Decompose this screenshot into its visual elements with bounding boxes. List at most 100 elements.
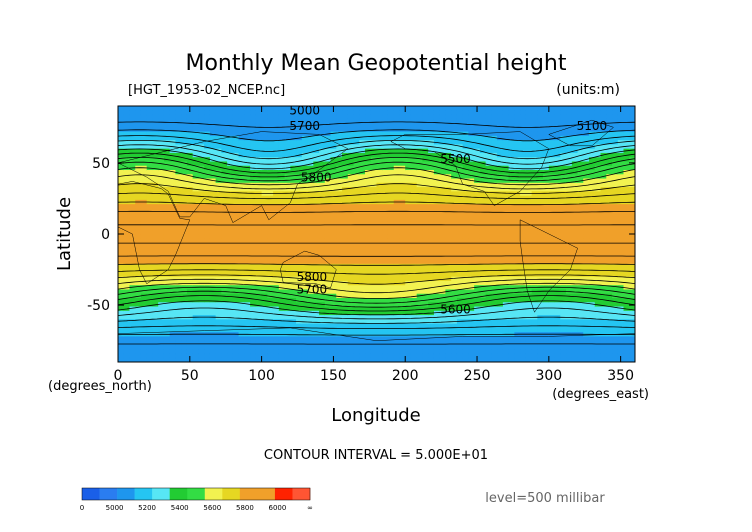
field-cell	[342, 140, 349, 145]
field-cell	[468, 135, 475, 141]
field-cell	[560, 110, 567, 116]
field-cell	[571, 221, 579, 227]
field-cell	[560, 135, 567, 141]
field-cell	[393, 315, 401, 320]
field-cell	[497, 285, 504, 291]
field-cell	[319, 118, 326, 124]
field-cell	[192, 259, 200, 265]
field-cell	[479, 234, 487, 239]
field-cell	[508, 135, 515, 141]
field-cell	[255, 110, 263, 116]
field-cell	[273, 157, 280, 163]
field-cell	[548, 263, 556, 269]
field-cell	[410, 152, 418, 158]
field-cell	[135, 191, 142, 197]
field-cell	[370, 229, 378, 235]
field-cell	[382, 251, 389, 256]
field-cell	[342, 357, 349, 362]
field-cell	[410, 123, 418, 128]
field-cell	[433, 148, 441, 154]
field-cell	[554, 263, 561, 269]
field-cell	[554, 216, 561, 222]
field-cell	[508, 306, 515, 312]
field-cell	[244, 118, 251, 124]
field-cell	[152, 131, 159, 137]
field-cell	[491, 255, 498, 261]
field-cell	[376, 170, 383, 175]
field-cell	[571, 131, 579, 137]
field-cell	[491, 280, 498, 286]
field-cell	[313, 344, 320, 350]
field-cell	[261, 306, 268, 312]
field-cell	[393, 148, 401, 154]
field-cell	[278, 357, 286, 362]
field-cell	[140, 272, 148, 278]
field-cell	[405, 123, 412, 128]
field-cell	[571, 106, 579, 111]
field-cell	[255, 157, 263, 163]
field-cell	[491, 199, 498, 205]
field-cell	[462, 140, 470, 145]
field-cell	[267, 106, 274, 111]
field-cell	[439, 229, 447, 235]
field-cell	[393, 302, 401, 308]
field-cell	[531, 212, 538, 218]
field-cell	[514, 357, 521, 362]
field-cell	[577, 127, 584, 133]
field-cell	[456, 135, 464, 141]
field-cell	[514, 289, 521, 295]
field-cell	[278, 344, 286, 350]
field-cell	[370, 298, 378, 303]
field-cell	[520, 298, 527, 303]
field-cell	[416, 123, 424, 128]
field-cell	[393, 340, 401, 346]
field-cell	[244, 157, 251, 163]
field-cell	[353, 118, 360, 124]
field-cell	[307, 174, 314, 180]
field-cell	[422, 216, 429, 222]
field-cell	[284, 208, 291, 214]
field-cell	[347, 131, 355, 137]
field-cell	[508, 315, 515, 320]
field-cell	[393, 349, 401, 355]
field-cell	[261, 289, 268, 295]
field-cell	[123, 123, 131, 128]
field-cell	[399, 246, 406, 252]
field-cell	[479, 140, 487, 145]
field-cell	[232, 306, 240, 312]
field-cell	[410, 357, 418, 362]
field-cell	[376, 187, 383, 192]
field-cell	[118, 131, 125, 137]
field-cell	[405, 204, 412, 209]
field-cell	[330, 234, 337, 239]
field-cell	[422, 148, 429, 154]
field-cell	[508, 140, 515, 145]
field-cell	[244, 272, 251, 278]
field-cell	[169, 152, 177, 158]
field-cell	[301, 106, 309, 111]
field-cell	[479, 229, 487, 235]
field-cell	[313, 208, 320, 214]
field-cell	[502, 344, 510, 350]
field-cell	[146, 221, 154, 227]
field-cell	[497, 127, 504, 133]
field-cell	[439, 157, 447, 163]
field-cell	[548, 242, 556, 248]
field-cell	[238, 208, 245, 214]
field-cell	[456, 144, 464, 150]
field-cell	[313, 310, 320, 316]
field-cell	[456, 148, 464, 154]
field-cell	[583, 242, 590, 248]
field-cell	[399, 327, 406, 333]
field-cell	[571, 319, 579, 325]
field-cell	[152, 152, 159, 158]
field-cell	[296, 140, 303, 145]
field-cell	[514, 182, 521, 188]
field-cell	[543, 157, 550, 163]
field-cell	[439, 110, 447, 116]
field-cell	[353, 336, 360, 342]
field-cell	[330, 298, 337, 303]
field-cell	[422, 327, 429, 333]
field-cell	[543, 327, 550, 333]
field-cell	[209, 152, 217, 158]
